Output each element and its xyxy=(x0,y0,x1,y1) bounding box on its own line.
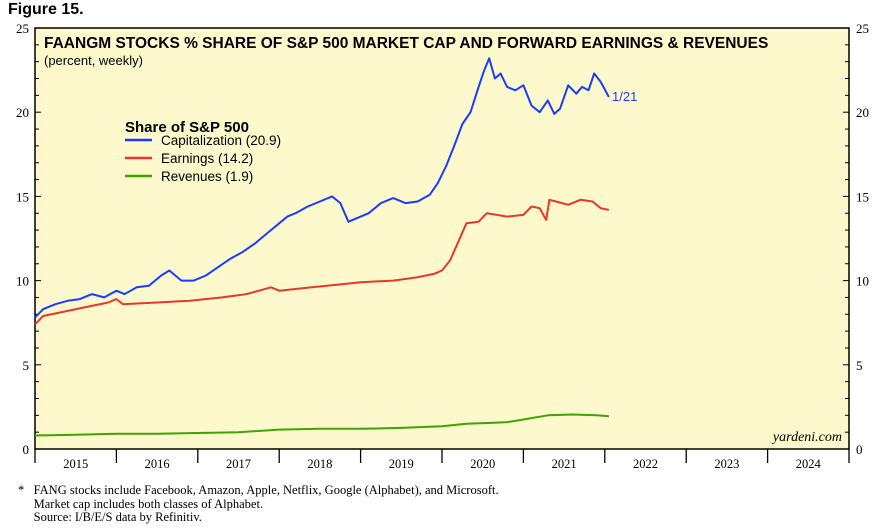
chart-subtitle: (percent, weekly) xyxy=(44,53,143,68)
end-date-label: 1/21 xyxy=(612,89,637,104)
y-tick-label-left: 25 xyxy=(16,21,29,36)
y-tick-label-right: 15 xyxy=(856,189,869,204)
y-tick-label-left: 10 xyxy=(16,274,29,289)
x-tick-label: 2023 xyxy=(714,457,739,471)
legend-label: Revenues (1.9) xyxy=(161,169,253,184)
x-tick-label: 2022 xyxy=(633,457,658,471)
series-line-revenues xyxy=(34,413,609,437)
watermark: yardeni.com xyxy=(771,430,842,445)
footnotes: * FANG stocks include Facebook, Amazon, … xyxy=(18,483,499,525)
chart-title: FAANGM STOCKS % SHARE OF S&P 500 MARKET … xyxy=(44,35,768,52)
footnote-line: * FANG stocks include Facebook, Amazon, … xyxy=(18,483,499,497)
y-tick-label-right: 20 xyxy=(856,105,869,120)
footnote-line: Market cap includes both classes of Alph… xyxy=(18,496,264,511)
y-tick-label-right: 0 xyxy=(856,442,863,457)
legend-label: Earnings (14.2) xyxy=(161,151,253,166)
x-tick-label: 2024 xyxy=(796,457,822,471)
x-tick-label: 2016 xyxy=(145,457,170,471)
y-tick-label-right: 10 xyxy=(856,274,869,289)
x-tick-label: 2017 xyxy=(226,457,251,471)
y-tick-label-right: 25 xyxy=(856,21,869,36)
x-tick-label: 2018 xyxy=(307,457,332,471)
legend-label: Capitalization (20.9) xyxy=(161,133,281,148)
series-line-capitalization xyxy=(34,57,610,319)
y-tick-label-left: 0 xyxy=(23,442,30,457)
x-tick-label: 2015 xyxy=(63,457,88,471)
plot-background xyxy=(34,27,850,450)
x-tick-label: 2020 xyxy=(470,457,495,471)
series-line-earnings xyxy=(34,198,610,326)
x-tick-label: 2019 xyxy=(389,457,414,471)
y-tick-label-left: 20 xyxy=(16,105,29,120)
y-tick-label-right: 5 xyxy=(856,358,863,373)
y-tick-label-left: 15 xyxy=(16,189,29,204)
footnote-line: Source: I/B/E/S data by Refinitiv. xyxy=(18,510,202,524)
y-tick-label-left: 5 xyxy=(23,358,30,373)
legend-title: Share of S&P 500 xyxy=(125,119,249,136)
x-tick-label: 2021 xyxy=(552,457,577,471)
figure-label: Figure 15. xyxy=(8,1,84,18)
